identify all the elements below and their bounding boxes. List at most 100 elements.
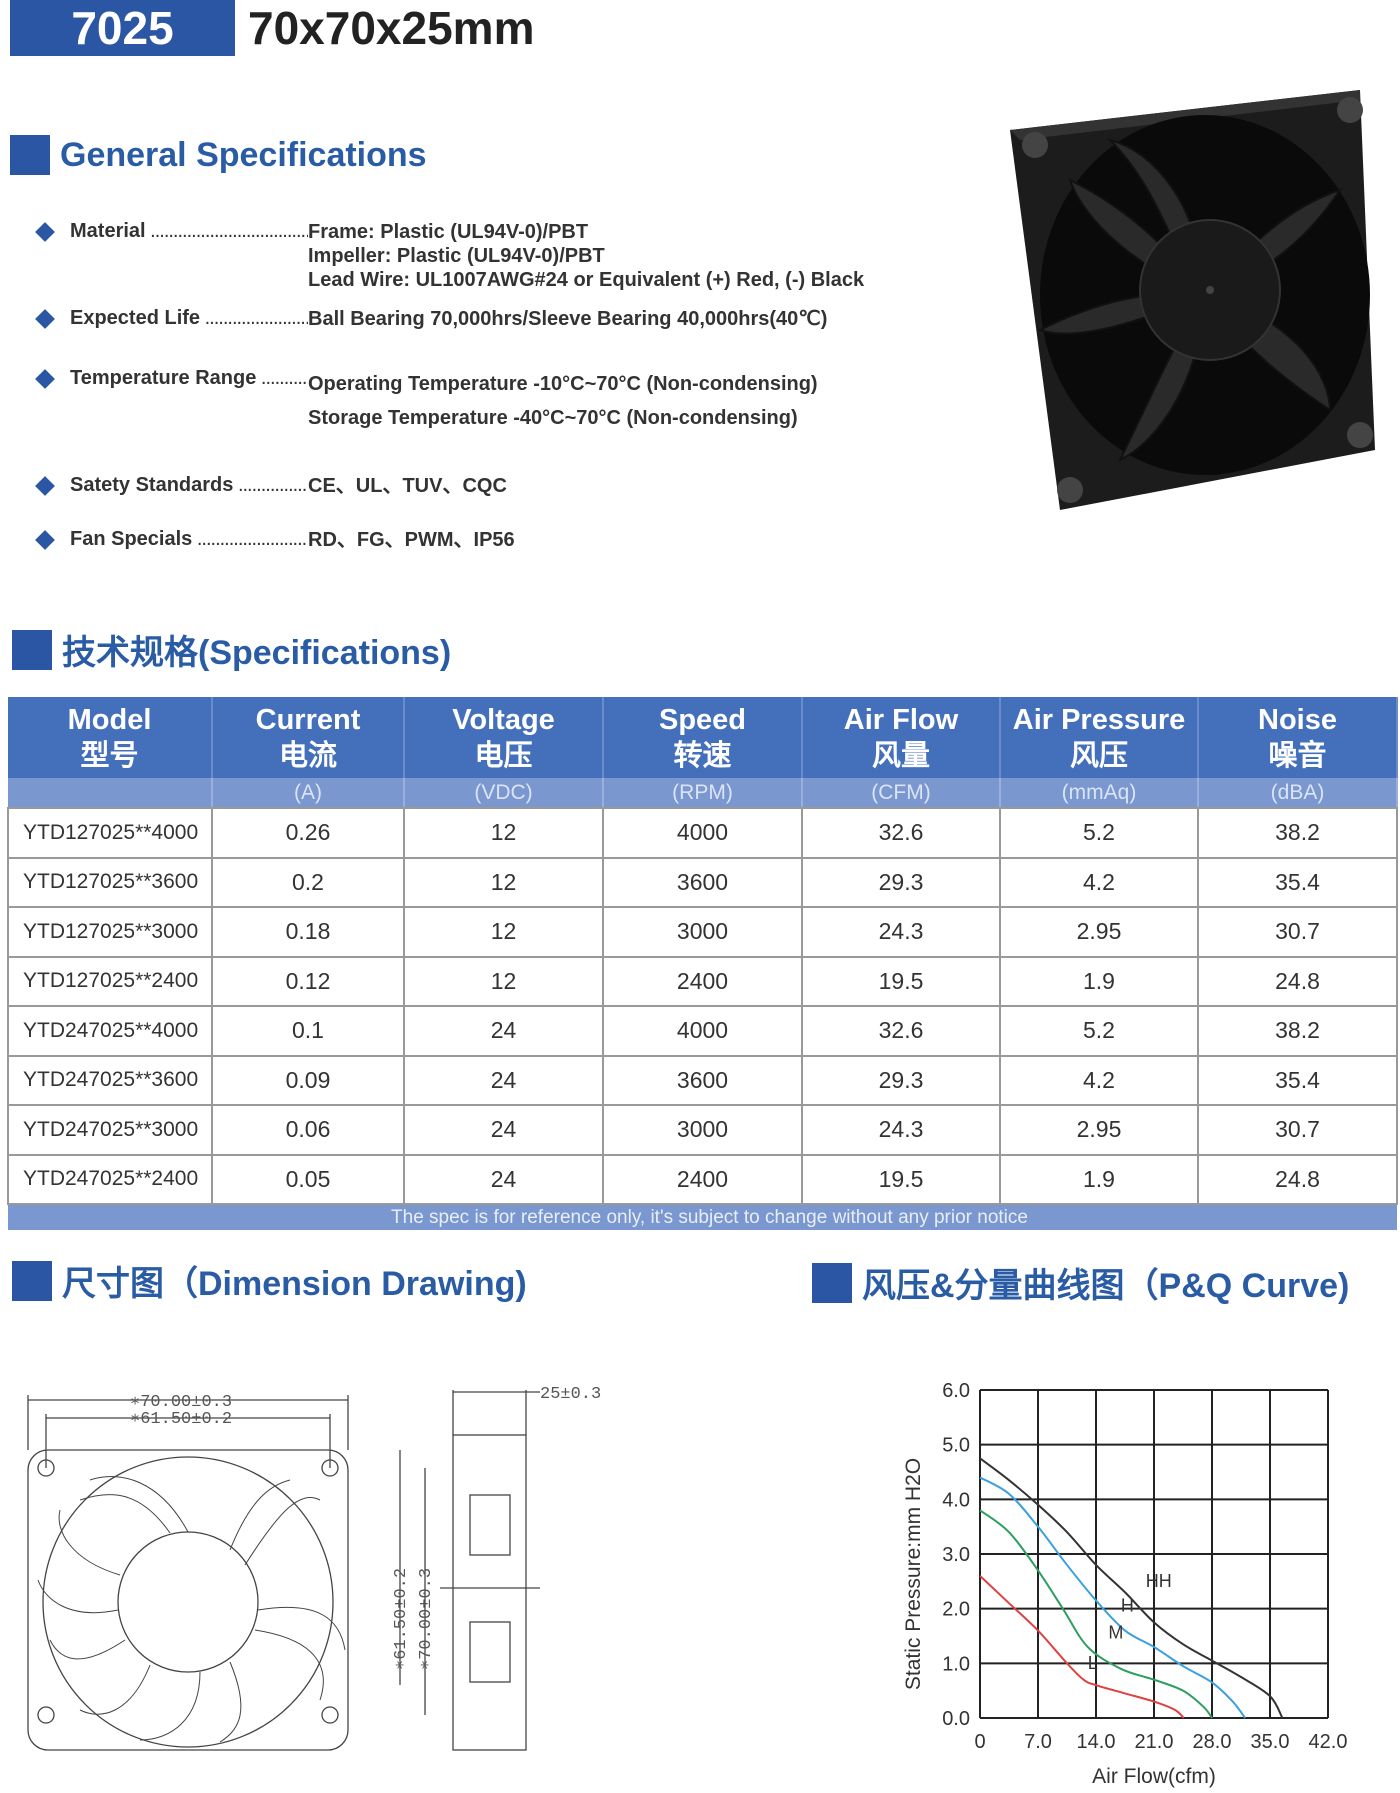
x-tick-label: 14.0	[1077, 1731, 1116, 1753]
table-units-row: (A) (VDC) (RPM) (CFM) (mmAq) (dBA)	[8, 778, 1398, 809]
specifications-table: Model 型号 Current 电流 Voltage 电压 Speed 转速 Air Flow…	[7, 697, 1398, 1230]
table-cell: 29.3	[802, 857, 1001, 908]
table-cell: 12	[404, 907, 604, 958]
table-cell: 12	[404, 808, 604, 859]
column-header-cn: 风量	[871, 739, 930, 772]
spec-value: Lead Wire: UL1007AWG#24 or Equivalent (+…	[308, 269, 865, 291]
section-marker-icon	[10, 135, 50, 175]
table-cell: 0.18	[212, 907, 405, 958]
table-row: YTD247025**4000 0.1 24 4000 32.6 5.2 38.2	[7, 1006, 1398, 1057]
section-marker-icon	[12, 1260, 52, 1301]
table-cell: YTD127025**3600	[7, 857, 213, 908]
y-tick-label: 3.0	[942, 1544, 970, 1566]
curve-hh	[979, 1457, 1284, 1719]
table-cell: 4.2	[1000, 1055, 1199, 1106]
column-unit: (RPM)	[603, 778, 803, 809]
table-footnote: The spec is for reference only, it's sub…	[8, 1204, 1397, 1230]
table-cell: 0.12	[212, 956, 405, 1007]
table-cell: 24	[404, 1105, 604, 1156]
table-cell: 1.9	[1000, 1154, 1199, 1205]
column-header: Air Flow 风量	[802, 697, 1001, 778]
y-tick-label: 5.0	[942, 1435, 970, 1457]
diamond-bullet-icon	[35, 222, 55, 242]
table-cell: 2400	[603, 1154, 803, 1205]
curve-label: M	[1108, 1623, 1123, 1643]
pq-heading: 风压&分量曲线图（P&Q Curve)	[812, 1258, 1349, 1307]
section-marker-icon	[812, 1262, 852, 1303]
table-row: YTD247025**2400 0.05 24 2400 19.5 1.9 24.8	[7, 1154, 1398, 1205]
x-tick-label: 21.0	[1135, 1731, 1174, 1753]
y-tick-label: 6.0	[942, 1380, 970, 1402]
dimensions-title: 70x70x25mm	[248, 2, 535, 54]
table-cell: 24	[404, 1055, 604, 1106]
table-cell: 1.9	[1000, 956, 1199, 1007]
column-header: Model 型号	[8, 697, 213, 778]
column-header-en: Speed	[658, 703, 747, 736]
table-cell: 4000	[603, 808, 803, 859]
table-cell: 30.7	[1198, 1105, 1398, 1156]
table-cell: 3600	[603, 857, 803, 908]
section-marker-icon	[12, 629, 52, 670]
pq-curve-chart: 0 7.0 14.0 21.0 28.0 35.0 42.0 0.0 1.0 2.0 3.0 4.0 5…	[902, 1380, 1348, 1788]
x-tick-label: 0	[974, 1731, 985, 1753]
x-tick-label: 35.0	[1251, 1731, 1290, 1753]
column-header-en: Voltage	[452, 703, 555, 736]
column-header-en: Noise	[1258, 703, 1337, 736]
table-cell: 35.4	[1198, 857, 1398, 908]
spec-value: CE、UL、TUV、CQC	[308, 475, 507, 497]
diamond-bullet-icon	[35, 476, 55, 496]
table-cell: 32.6	[802, 1006, 1001, 1057]
diamond-bullet-icon	[35, 309, 55, 329]
curve-label: H	[1121, 1595, 1134, 1615]
y-tick-label: 0.0	[942, 1708, 970, 1730]
table-cell: YTD127025**3000	[7, 907, 213, 958]
diamond-bullet-icon	[35, 530, 55, 550]
dimension-heading: 尺寸图（Dimension Drawing)	[12, 1256, 527, 1305]
table-cell: 24.3	[802, 1105, 1001, 1156]
column-header-en: Air Flow	[843, 703, 959, 736]
column-unit	[8, 778, 213, 809]
column-header: Air Pressure 风压	[1000, 697, 1199, 778]
table-row: YTD247025**3000 0.06 24 3000 24.3 2.95 30.7	[7, 1105, 1398, 1156]
section-title: 风压&分量曲线图（P&Q Curve)	[862, 1267, 1350, 1305]
spec-label: Temperature Range	[70, 367, 308, 435]
table-cell: 0.05	[212, 1154, 405, 1205]
column-header-cn: 电流	[278, 739, 337, 772]
spec-value: Frame: Plastic (UL94V-0)/PBT	[308, 221, 589, 243]
dim-height-outer: ∗70.00±0.3	[417, 1568, 436, 1670]
table-cell: 35.4	[1198, 1055, 1398, 1106]
table-cell: YTD127025**4000	[7, 808, 213, 859]
table-cell: 5.2	[1000, 1006, 1199, 1057]
x-tick-label: 42.0	[1309, 1731, 1348, 1753]
column-header-en: Current	[255, 703, 361, 736]
dim-width-outer: ∗70.00±0.3	[130, 1393, 232, 1412]
column-unit: (mmAq)	[1000, 778, 1199, 809]
table-cell: 5.2	[1000, 808, 1199, 859]
spec-value: RD、FG、PWM、IP56	[308, 529, 515, 551]
dim-width-inner: ∗61.50±0.2	[130, 1410, 232, 1429]
spec-label: Expected Life	[70, 307, 308, 331]
section-title: General Specifications	[60, 135, 427, 174]
spec-expected-life: Expected LifeBall Bearing 70,000hrs/Slee…	[34, 307, 827, 331]
table-cell: 0.09	[212, 1055, 405, 1106]
table-cell: 38.2	[1198, 808, 1398, 859]
x-tick-label: 28.0	[1193, 1731, 1232, 1753]
column-header: Voltage 电压	[404, 697, 604, 778]
table-cell: 0.26	[212, 808, 405, 859]
table-cell: 24	[404, 1154, 604, 1205]
dim-thickness: 25±0.3	[540, 1385, 601, 1404]
table-row: YTD247025**3600 0.09 24 3600 29.3 4.2 35.4	[7, 1055, 1398, 1106]
x-tick-label: 7.0	[1024, 1731, 1052, 1753]
table-row: YTD127025**2400 0.12 12 2400 19.5 1.9 24.8	[7, 956, 1398, 1007]
y-tick-label: 4.0	[942, 1489, 970, 1511]
table-cell: YTD247025**3000	[7, 1105, 213, 1156]
table-cell: YTD127025**2400	[7, 956, 213, 1007]
table-cell: 29.3	[802, 1055, 1001, 1106]
table-cell: 4.2	[1000, 857, 1199, 908]
specifications-heading: 技术规格(Specifications)	[12, 625, 451, 674]
y-axis-label: Static Pressure:mm H2O	[902, 1458, 925, 1690]
curve-h	[979, 1476, 1246, 1719]
curve-m	[979, 1509, 1213, 1719]
column-unit: (VDC)	[404, 778, 604, 809]
curve-l	[979, 1575, 1185, 1719]
